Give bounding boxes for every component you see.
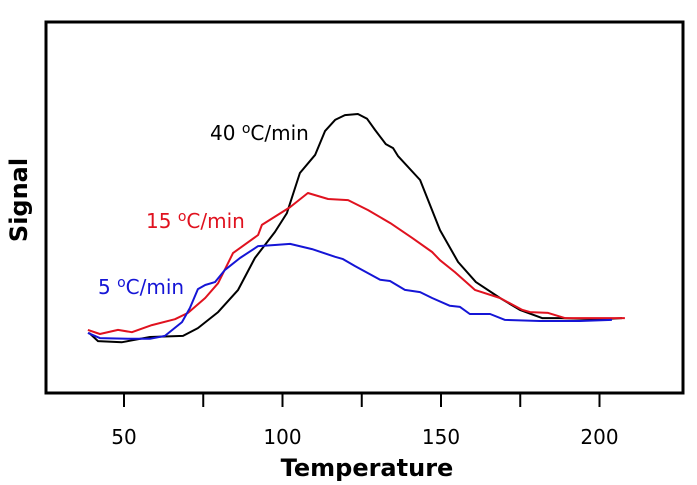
series-line-0: [88, 113, 623, 344]
series-label: 15 oC/min: [146, 209, 245, 233]
x-ticks: 50 100 150 200: [111, 393, 619, 449]
x-axis-label: Temperature: [281, 454, 454, 481]
x-tick-label: 200: [580, 425, 618, 449]
y-axis-label: Signal: [5, 158, 33, 242]
x-tick-label: 150: [422, 425, 460, 449]
series-label: 5 oC/min: [98, 275, 184, 299]
series-labels: 40 oC/min 15 oC/min 5 oC/min: [98, 121, 309, 299]
x-tick-label: 50: [111, 425, 136, 449]
plot-frame: [44, 20, 685, 395]
series-label: 40 oC/min: [210, 121, 309, 145]
series-line-1: [87, 192, 625, 335]
series-lines: [87, 113, 625, 344]
x-tick-label: 100: [263, 425, 301, 449]
series-line-2: [87, 242, 612, 340]
